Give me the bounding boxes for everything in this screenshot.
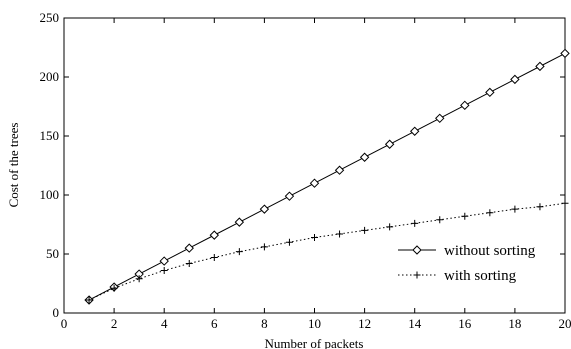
data-point bbox=[435, 113, 445, 124]
data-point bbox=[85, 296, 93, 304]
data-point bbox=[359, 152, 370, 162]
legend-marker bbox=[412, 245, 422, 255]
data-point bbox=[284, 191, 295, 201]
x-tick-label: 6 bbox=[211, 316, 218, 331]
data-point bbox=[209, 230, 220, 240]
y-tick-label: 100 bbox=[40, 187, 60, 202]
series-line bbox=[88, 202, 566, 301]
data-point bbox=[535, 61, 545, 72]
data-point bbox=[536, 203, 544, 211]
x-tick-label: 4 bbox=[161, 316, 168, 331]
x-tick-label: 8 bbox=[261, 316, 268, 331]
series-layer bbox=[84, 48, 570, 305]
data-point bbox=[334, 165, 345, 175]
data-point bbox=[411, 219, 419, 227]
x-tick-label: 20 bbox=[559, 316, 571, 331]
y-tick-label: 0 bbox=[53, 305, 60, 320]
y-axis-label: Cost of the trees bbox=[6, 123, 21, 208]
y-tick-label: 200 bbox=[40, 69, 60, 84]
data-point bbox=[260, 243, 268, 251]
series-with-sorting bbox=[85, 199, 569, 304]
data-point bbox=[361, 226, 369, 234]
x-axis-label: Number of packets bbox=[265, 336, 364, 349]
series-without-sorting bbox=[84, 48, 570, 305]
data-point bbox=[384, 139, 395, 149]
data-point bbox=[135, 275, 143, 283]
legend-label: with sorting bbox=[444, 268, 517, 284]
data-point bbox=[311, 233, 318, 241]
data-point bbox=[234, 217, 245, 227]
data-point bbox=[110, 284, 118, 292]
data-point bbox=[510, 74, 520, 85]
series-line bbox=[88, 52, 566, 301]
x-tick-label: 16 bbox=[458, 316, 472, 331]
data-point bbox=[461, 212, 469, 220]
x-tick-label: 10 bbox=[308, 316, 321, 331]
legend: without sorting with sorting bbox=[398, 243, 536, 284]
legend-entry: without sorting bbox=[398, 243, 536, 259]
x-tick-label: 0 bbox=[61, 316, 68, 331]
x-tick-label: 14 bbox=[408, 316, 422, 331]
data-point bbox=[560, 48, 570, 59]
data-point bbox=[511, 205, 519, 213]
x-tick-label: 12 bbox=[358, 316, 371, 331]
data-point bbox=[235, 248, 243, 256]
y-tick-label: 250 bbox=[40, 10, 60, 25]
data-point bbox=[386, 223, 394, 231]
y-tick-label: 50 bbox=[46, 246, 59, 261]
data-point bbox=[160, 267, 168, 275]
data-point bbox=[210, 254, 218, 262]
data-point bbox=[485, 87, 495, 98]
data-point bbox=[486, 209, 494, 217]
data-point bbox=[185, 259, 193, 267]
x-tick-label: 2 bbox=[111, 316, 118, 331]
legend-label: without sorting bbox=[444, 243, 536, 259]
y-tick-label: 150 bbox=[40, 128, 60, 143]
data-point bbox=[436, 216, 444, 224]
data-point bbox=[336, 230, 344, 238]
data-point bbox=[184, 243, 194, 253]
data-point bbox=[285, 238, 293, 246]
data-point bbox=[159, 256, 169, 266]
data-point bbox=[309, 178, 320, 188]
data-point bbox=[259, 204, 270, 214]
x-tick-label: 18 bbox=[508, 316, 521, 331]
legend-marker bbox=[413, 271, 421, 279]
data-point bbox=[460, 100, 470, 111]
data-point bbox=[561, 199, 569, 207]
data-point bbox=[409, 126, 420, 136]
legend-entry: with sorting bbox=[398, 268, 517, 284]
